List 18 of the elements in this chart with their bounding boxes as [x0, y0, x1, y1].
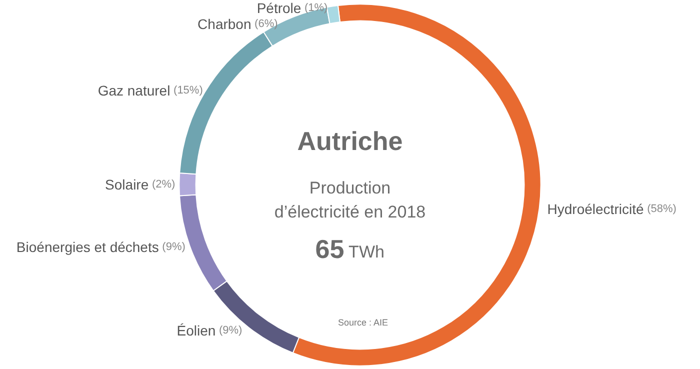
text: 65 TWh	[315, 234, 384, 264]
data-label: (9%)	[162, 240, 186, 253]
text: Production d’électricité en 2018	[274, 178, 426, 222]
data-label: (15%)	[174, 84, 203, 96]
slice-label: Éolien	[176, 322, 216, 339]
source-note: Source : AIE	[338, 318, 388, 328]
data-label: (9%)	[218, 324, 242, 337]
data-label: (58%)	[647, 202, 676, 215]
slice-label: Charbon	[198, 16, 252, 32]
data-label: (1%)	[304, 2, 328, 14]
data-label: (2%)	[152, 178, 176, 190]
slice-label: Solaire	[105, 176, 149, 192]
slice-label: Gaz naturel	[98, 82, 170, 98]
slice-label: Pétrole	[256, 0, 302, 16]
slice-label: Bioénergies et déchets	[16, 238, 159, 255]
data-label: (6%)	[254, 18, 278, 30]
slice-label: Hydroélectricité	[547, 200, 644, 217]
text: Autriche	[297, 126, 403, 156]
